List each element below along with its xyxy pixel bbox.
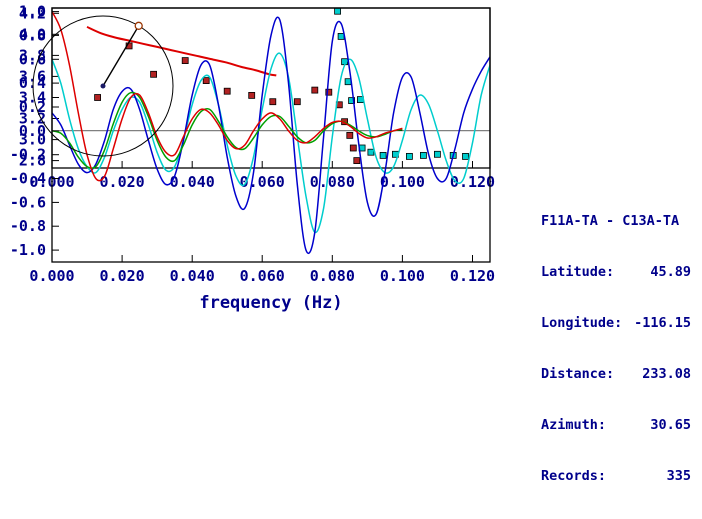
plot-area <box>52 11 490 255</box>
marker-picks-cyan <box>379 151 387 159</box>
series-reference-curve <box>86 25 277 77</box>
x-tick-label: 0.100 <box>380 267 425 285</box>
marker-picks-red <box>353 157 361 165</box>
latitude-value: 45.89 <box>650 264 691 280</box>
y-tick-label: 0.8 <box>19 26 46 44</box>
azimuth-end-marker <box>134 21 143 30</box>
y-tick-label: -1.0 <box>10 241 46 259</box>
marker-picks-cyan <box>367 148 375 156</box>
x-tick-label: 0.120 <box>450 173 495 191</box>
x-tick-label: 0.120 <box>450 267 495 285</box>
distance-value: 233.08 <box>642 366 691 382</box>
marker-picks-red <box>325 88 333 96</box>
y-tick-label: -0.6 <box>10 193 46 211</box>
y-tick-label: 3.4 <box>19 89 46 107</box>
marker-picks-red <box>349 144 357 152</box>
dial-circle <box>32 15 174 157</box>
azimuth-value: 30.65 <box>650 417 691 433</box>
marker-picks-red <box>223 87 231 95</box>
marker-picks-red <box>248 92 256 99</box>
series-stack-blue <box>52 16 490 255</box>
y-tick-label: -0.8 <box>10 217 46 235</box>
series-fit-red <box>52 11 403 182</box>
azimuth-label: Azimuth: <box>541 417 607 433</box>
info-row-longitude: Longitude: -116.15 <box>541 315 691 332</box>
marker-picks-cyan <box>348 97 356 104</box>
records-value: 335 <box>666 468 691 484</box>
longitude-value: -116.15 <box>634 315 691 331</box>
plot-area <box>86 8 469 165</box>
x-tick-label: 0.020 <box>100 173 145 191</box>
y-tick-label: 4.0 <box>19 25 46 43</box>
x-tick-label: 0.040 <box>170 267 215 285</box>
records-label: Records: <box>541 468 607 484</box>
marker-picks-red <box>181 57 189 64</box>
marker-picks-red <box>346 131 354 139</box>
info-row-latitude: Latitude: 45.89 <box>541 264 691 281</box>
x-tick-label: 0.000 <box>29 267 74 285</box>
marker-picks-red <box>269 98 277 106</box>
x-tick-label: 0.080 <box>310 267 355 285</box>
x-tick-label: 0.080 <box>310 173 355 191</box>
marker-picks-red <box>202 77 210 84</box>
marker-picks-cyan <box>419 151 427 159</box>
azimuth-dial <box>32 15 174 157</box>
y-tick-label: 0.0 <box>19 122 46 140</box>
waveform-chart: 0.000 0.020 0.040 0.060 0.080 0.100 0.120 -1.0 -… <box>10 3 495 313</box>
x-tick-label: 0.060 <box>240 267 285 285</box>
y-tick-label: 3.6 <box>19 67 46 85</box>
y-tick-label: 4.2 <box>19 4 46 22</box>
longitude-label: Longitude: <box>541 315 623 331</box>
x-tick-label: 0.040 <box>170 173 215 191</box>
marker-picks-cyan <box>433 150 441 158</box>
station-info-panel: F11A-TA - C13A-TA Latitude: 45.89 Longit… <box>541 179 691 519</box>
x-tick-label: 0.020 <box>100 267 145 285</box>
marker-picks-red <box>311 86 319 94</box>
y-tick-label: -0.4 <box>10 170 46 188</box>
marker-picks-cyan <box>462 152 469 160</box>
y-tick-label: 1.0 <box>19 3 46 21</box>
y-tick-label: -0.2 <box>10 146 46 164</box>
station-pair-title: F11A-TA - C13A-TA <box>541 213 680 229</box>
x-axis-label: frequency (Hz) <box>199 293 342 313</box>
distance-label: Distance: <box>541 366 615 382</box>
marker-picks-red <box>150 70 158 78</box>
latitude-label: Latitude: <box>541 264 615 280</box>
info-row-distance: Distance: 233.08 <box>541 366 691 383</box>
y-tick-label: 3.2 <box>19 110 46 128</box>
x-tick-label: 0.100 <box>380 173 425 191</box>
marker-picks-cyan <box>405 152 413 160</box>
marker-picks-red <box>94 94 101 101</box>
info-row-records: Records: 335 <box>541 468 691 485</box>
dial-center-dot <box>100 83 106 89</box>
info-row-azimuth: Azimuth: 30.65 <box>541 417 691 434</box>
plot-frame <box>51 7 491 263</box>
y-tick-label: 0.6 <box>19 50 46 68</box>
y-tick-label: 0.4 <box>19 74 46 92</box>
y-tick-label: 0.2 <box>19 98 46 116</box>
y-tick-label: 3.8 <box>19 46 46 64</box>
marker-picks-red <box>293 98 301 106</box>
y-tick-label: 2.8 <box>19 152 46 170</box>
azimuth-line <box>102 25 140 87</box>
y-tick-label: 3.0 <box>19 131 46 149</box>
